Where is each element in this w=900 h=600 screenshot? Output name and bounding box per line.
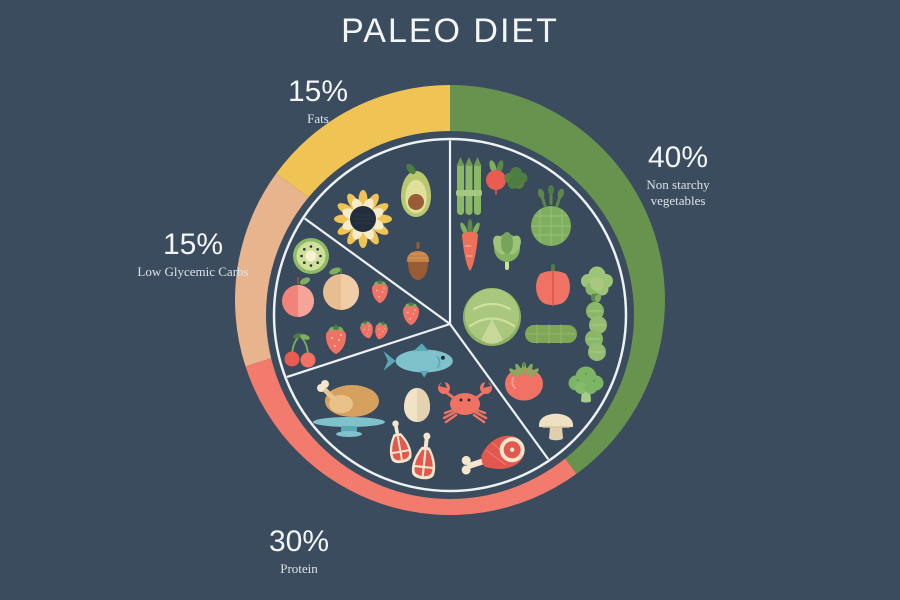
slice-label-low-glycemic-carbs: 15% Low Glycemic Carbs — [128, 229, 258, 280]
strawberry-pair-icon — [360, 320, 388, 340]
tomato-icon — [505, 362, 543, 401]
brussels-sprouts-icon — [585, 293, 607, 361]
egg-icon — [404, 388, 430, 422]
wedge-divider-line — [449, 323, 604, 490]
low-glycemic-percent: 15% — [162, 228, 224, 261]
avocado-icon — [401, 163, 431, 217]
kale-icon — [504, 167, 528, 189]
kiwi-icon — [293, 238, 329, 274]
crab-icon — [438, 380, 492, 424]
meat-cuts-icon — [389, 420, 436, 480]
cherries-icon — [284, 333, 316, 368]
fish-icon — [383, 343, 453, 378]
broccoli-icon — [568, 366, 604, 403]
wedge-dividers — [275, 140, 604, 490]
protein-percent: 30% — [268, 525, 330, 558]
strawberry-icon — [326, 324, 346, 354]
cauliflower-icon — [581, 266, 613, 296]
kohlrabi-icon — [531, 185, 571, 246]
ham-icon — [461, 435, 525, 475]
strawberry-icon — [372, 279, 388, 304]
carrot-icon — [460, 219, 480, 271]
slice-label-fats: 15% Fats — [258, 76, 378, 127]
artichoke-icon — [493, 232, 521, 270]
wedge-divider-line — [275, 170, 451, 325]
radish-icon — [486, 160, 506, 195]
protein-name: Protein — [280, 561, 318, 576]
roast-chicken-icon — [313, 380, 385, 437]
low-glycemic-name: Low Glycemic Carbs — [137, 264, 249, 279]
page-title: PALEO DIET — [341, 12, 559, 50]
peach-icon — [323, 267, 359, 310]
fats-name: Fats — [307, 111, 329, 126]
fats-percent: 15% — [287, 75, 349, 108]
slice-label-vegetables: 40% Non starchy vegetables — [623, 142, 733, 209]
vegetables-name: Non starchy vegetables — [646, 177, 710, 208]
sunflower-icon — [334, 190, 392, 248]
cabbage-icon — [463, 288, 521, 346]
vegetables-percent: 40% — [647, 141, 709, 174]
cucumber-icon — [525, 324, 577, 344]
acorn-icon — [407, 242, 429, 280]
wedge-divider-line — [275, 322, 451, 406]
slice-label-protein: 30% Protein — [239, 526, 359, 577]
strawberry-icon — [403, 301, 419, 326]
apple-icon — [282, 277, 314, 317]
asparagus-icon — [456, 157, 482, 215]
bell-pepper-icon — [536, 264, 570, 306]
mushroom-icon — [539, 413, 573, 441]
